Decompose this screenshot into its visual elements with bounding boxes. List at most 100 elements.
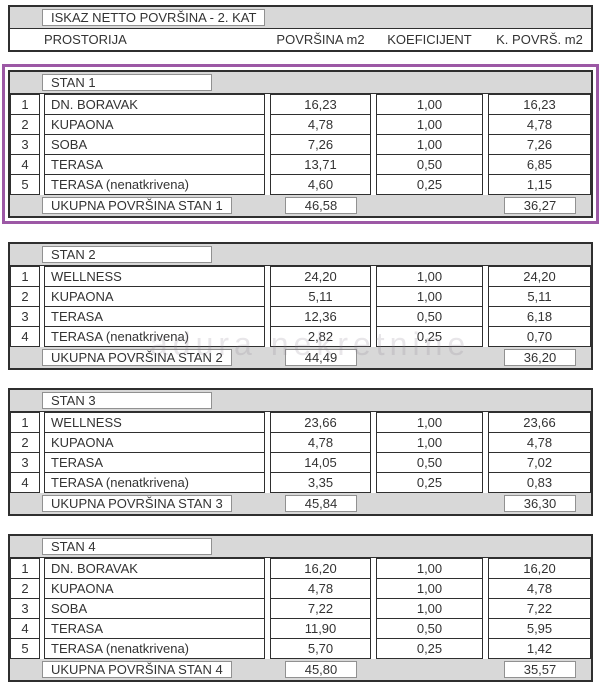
room-name: TERASA <box>44 154 265 175</box>
total-label: UKUPNA POVRŠINA STAN 3 <box>42 495 232 512</box>
area-value: 5,70 <box>270 638 371 659</box>
section-header-row: STAN 1 <box>10 72 591 94</box>
room-name: TERASA (nenatkrivena) <box>44 638 265 659</box>
row-number: 2 <box>10 286 40 307</box>
row-number: 4 <box>10 618 40 639</box>
area-value: 3,35 <box>270 472 371 493</box>
coefficient-value: 0,50 <box>376 154 483 175</box>
row-number: 2 <box>10 114 40 135</box>
column-header-room: PROSTORIJA <box>44 32 127 47</box>
area-value: 14,05 <box>270 452 371 473</box>
total-k-area-value: 36,27 <box>504 197 576 214</box>
k-area-value: 1,42 <box>488 638 591 659</box>
k-area-value: 4,78 <box>488 578 591 599</box>
room-name: TERASA (nenatkrivena) <box>44 472 265 493</box>
coefficient-value: 0,50 <box>376 452 483 473</box>
k-area-value: 5,11 <box>488 286 591 307</box>
coefficient-value: 1,00 <box>376 432 483 453</box>
area-value: 24,20 <box>270 266 371 287</box>
table-row: 2 KUPAONA 4,78 1,00 4,78 <box>10 578 591 599</box>
total-k-area-value: 35,57 <box>504 661 576 678</box>
sections-container: STAN 1 1 DN. BORAVAK 16,23 1,00 16,23 2 KUPAONA… <box>2 64 599 682</box>
column-header-area: POVRŠINA m2 <box>276 32 365 47</box>
room-name: TERASA <box>44 618 265 639</box>
table-row: 3 TERASA 14,05 0,50 7,02 <box>10 452 591 473</box>
area-value: 4,60 <box>270 174 371 195</box>
total-label: UKUPNA POVRŠINA STAN 2 <box>42 349 232 366</box>
area-value: 4,78 <box>270 114 371 135</box>
area-value: 5,11 <box>270 286 371 307</box>
table-row: 3 TERASA 12,36 0,50 6,18 <box>10 306 591 327</box>
room-name: KUPAONA <box>44 114 265 135</box>
k-area-value: 5,95 <box>488 618 591 639</box>
section-title: STAN 3 <box>42 392 212 409</box>
k-area-value: 16,20 <box>488 558 591 579</box>
highlight-box: STAN 1 1 DN. BORAVAK 16,23 1,00 16,23 2 KUPAONA… <box>2 64 599 224</box>
table-row: 4 TERASA (nenatkrivena) 3,35 0,25 0,83 <box>10 472 591 493</box>
area-value: 7,22 <box>270 598 371 619</box>
section-title: STAN 2 <box>42 246 212 263</box>
table-row: 1 DN. BORAVAK 16,20 1,00 16,20 <box>10 558 591 579</box>
section-header-row: STAN 2 <box>10 244 591 266</box>
area-value: 16,20 <box>270 558 371 579</box>
table-row: 5 TERASA (nenatkrivena) 5,70 0,25 1,42 <box>10 638 591 659</box>
coefficient-value: 0,25 <box>376 638 483 659</box>
room-name: SOBA <box>44 134 265 155</box>
row-number: 1 <box>10 412 40 433</box>
document-content: ISKAZ NETTO POVRŠINA - 2. KAT PROSTORIJA… <box>2 5 599 682</box>
coefficient-value: 0,50 <box>376 306 483 327</box>
table-row: 4 TERASA 11,90 0,50 5,95 <box>10 618 591 639</box>
column-header-coefficient: KOEFICIJENT <box>387 32 472 47</box>
room-name: TERASA <box>44 452 265 473</box>
section-header-row: STAN 4 <box>10 536 591 558</box>
table-row: 5 TERASA (nenatkrivena) 4,60 0,25 1,15 <box>10 174 591 195</box>
coefficient-value: 0,25 <box>376 326 483 347</box>
coefficient-value: 1,00 <box>376 286 483 307</box>
coefficient-value: 1,00 <box>376 598 483 619</box>
table-row: 4 TERASA 13,71 0,50 6,85 <box>10 154 591 175</box>
coefficient-value: 1,00 <box>376 412 483 433</box>
k-area-value: 24,20 <box>488 266 591 287</box>
area-value: 12,36 <box>270 306 371 327</box>
room-name: TERASA <box>44 306 265 327</box>
header-table: ISKAZ NETTO POVRŠINA - 2. KAT PROSTORIJA… <box>8 5 593 52</box>
k-area-value: 7,02 <box>488 452 591 473</box>
apartment-section-table: STAN 4 1 DN. BORAVAK 16,20 1,00 16,20 2 KUPAONA… <box>8 534 593 682</box>
row-number: 1 <box>10 266 40 287</box>
k-area-value: 6,18 <box>488 306 591 327</box>
header-columns-row: PROSTORIJA POVRŠINA m2 KOEFICIJENT K. PO… <box>10 29 591 50</box>
coefficient-value: 1,00 <box>376 558 483 579</box>
row-number: 3 <box>10 306 40 327</box>
total-k-area-value: 36,30 <box>504 495 576 512</box>
k-area-value: 7,22 <box>488 598 591 619</box>
coefficient-value: 1,00 <box>376 94 483 115</box>
area-value: 4,78 <box>270 578 371 599</box>
area-value: 11,90 <box>270 618 371 639</box>
room-name: KUPAONA <box>44 286 265 307</box>
table-row: 3 SOBA 7,26 1,00 7,26 <box>10 134 591 155</box>
row-number: 1 <box>10 94 40 115</box>
k-area-value: 23,66 <box>488 412 591 433</box>
table-row: 4 TERASA (nenatkrivena) 2,82 0,25 0,70 <box>10 326 591 347</box>
section-total-row: UKUPNA POVRŠINA STAN 3 45,84 36,30 <box>10 493 591 514</box>
k-area-value: 6,85 <box>488 154 591 175</box>
room-name: WELLNESS <box>44 412 265 433</box>
row-number: 4 <box>10 472 40 493</box>
total-area-value: 44,49 <box>285 349 357 366</box>
room-name: SOBA <box>44 598 265 619</box>
total-k-area-value: 36,20 <box>504 349 576 366</box>
k-area-value: 4,78 <box>488 114 591 135</box>
area-value: 13,71 <box>270 154 371 175</box>
row-number: 5 <box>10 638 40 659</box>
coefficient-value: 1,00 <box>376 578 483 599</box>
row-number: 3 <box>10 134 40 155</box>
table-row: 2 KUPAONA 5,11 1,00 5,11 <box>10 286 591 307</box>
total-label: UKUPNA POVRŠINA STAN 1 <box>42 197 232 214</box>
table-row: 2 KUPAONA 4,78 1,00 4,78 <box>10 114 591 135</box>
table-row: 2 KUPAONA 4,78 1,00 4,78 <box>10 432 591 453</box>
row-number: 2 <box>10 432 40 453</box>
room-name: KUPAONA <box>44 578 265 599</box>
total-area-value: 46,58 <box>285 197 357 214</box>
room-name: DN. BORAVAK <box>44 94 265 115</box>
